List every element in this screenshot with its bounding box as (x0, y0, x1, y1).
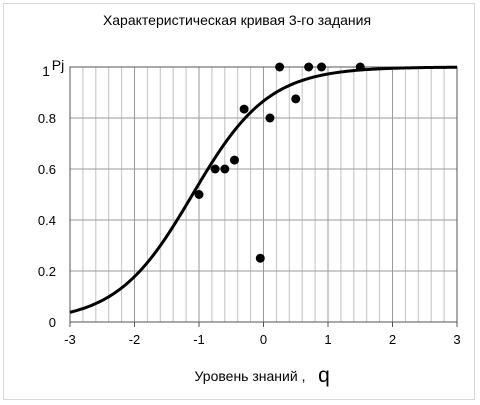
x-tick-label: -2 (129, 332, 141, 347)
data-point (317, 62, 327, 72)
data-point (239, 104, 249, 114)
data-point (275, 62, 285, 72)
x-axis-ticks: -3 -2 -1 0 1 2 3 (64, 322, 461, 347)
data-point (194, 190, 204, 199)
data-point (355, 62, 365, 72)
chart-title: Характеристическая кривая 3-го задания (103, 12, 371, 28)
y-axis-prefix: 1 (42, 63, 50, 79)
y-tick-label: 0 (49, 315, 56, 330)
x-tick-label: 1 (324, 332, 331, 347)
y-axis-ticks: 0 0.2 0.4 0.6 0.8 (38, 111, 56, 330)
y-tick-label: 0.4 (38, 213, 56, 228)
characteristic-curve (69, 65, 458, 314)
x-tick-label: 0 (260, 332, 267, 347)
x-axis-symbol: q (318, 364, 330, 387)
x-tick-label: -1 (193, 332, 205, 347)
data-point (255, 253, 265, 263)
x-tick-label: 2 (389, 332, 396, 347)
x-tick-label: 3 (453, 332, 460, 347)
data-point (291, 94, 301, 104)
data-point (229, 155, 239, 165)
y-tick-label: 0.6 (38, 162, 56, 177)
points-layer (194, 62, 365, 263)
y-tick-label: 0.8 (38, 111, 56, 126)
data-point (220, 164, 230, 174)
y-axis-label: Pj (52, 57, 64, 73)
data-point (265, 113, 275, 123)
y-tick-label: 0.2 (38, 264, 56, 279)
x-tick-label: -3 (64, 332, 76, 347)
data-point (210, 164, 220, 174)
x-axis-label: Уровень знаний , (195, 368, 306, 384)
data-point (304, 62, 314, 72)
curve-layer (69, 65, 458, 314)
